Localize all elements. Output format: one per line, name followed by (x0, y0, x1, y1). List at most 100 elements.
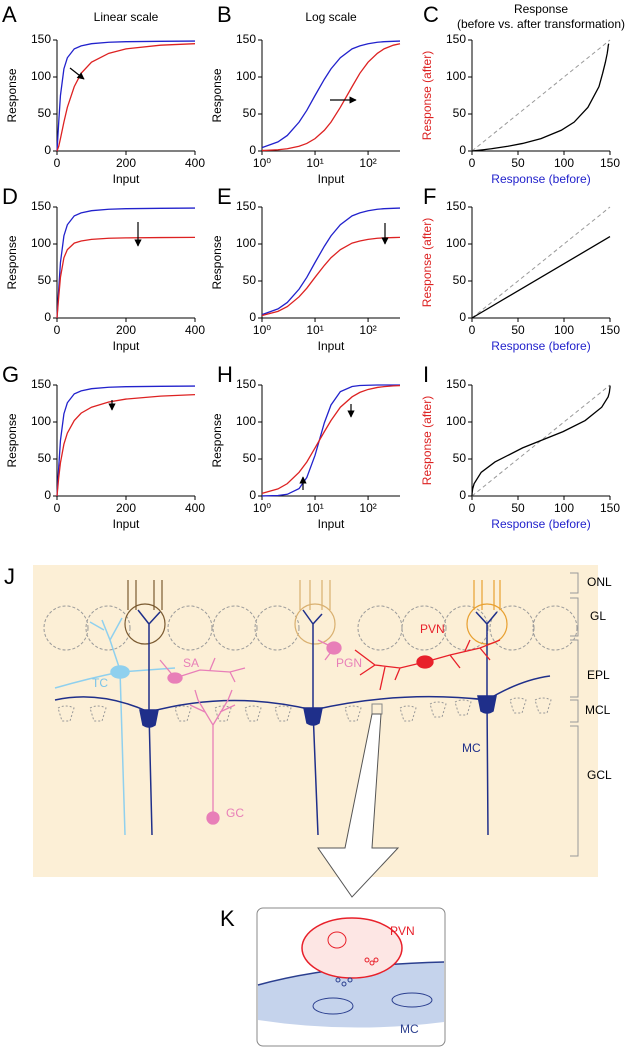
x-tick-label: 10² (359, 501, 376, 515)
x-axis-label: Response (before) (491, 172, 590, 186)
y-tick-label: 0 (459, 488, 466, 502)
y-tick-label: 50 (453, 451, 467, 465)
chart: G 0 200 400 0 50 100 150 Input Response (2, 362, 205, 531)
x-axis-label: Input (113, 517, 140, 531)
cell-label: GC (226, 806, 244, 820)
y-tick-label: 150 (446, 377, 466, 391)
series-line (471, 206, 611, 319)
y-tick-label: 50 (453, 273, 467, 287)
x-tick-label: 10¹ (306, 501, 323, 515)
y-tick-label: 0 (459, 310, 466, 324)
chart: D 0 200 400 0 50 100 150 Input Response (2, 184, 205, 353)
series-line (261, 43, 401, 152)
y-tick-label: 100 (31, 414, 51, 428)
y-tick-label: 0 (249, 310, 256, 324)
cell-label: SA (183, 656, 199, 670)
series-line (471, 385, 611, 497)
y-tick-label: 50 (243, 106, 257, 120)
y-tick-label: 100 (446, 414, 466, 428)
y-axis-label: Response (5, 68, 19, 122)
y-tick-label: 100 (236, 69, 256, 83)
x-tick-label: 100 (554, 156, 574, 170)
x-axis-label: Input (113, 172, 140, 186)
cell-label: PGN (336, 656, 362, 670)
x-tick-label: 400 (185, 323, 205, 337)
series-line (471, 43, 610, 152)
x-tick-label: 10² (359, 156, 376, 170)
series-line (261, 40, 401, 149)
y-axis-label: Response (5, 413, 19, 467)
glomeruli (43, 605, 578, 651)
y-tick-label: 150 (446, 32, 466, 46)
charts: A Linear scale 0 200 400 0 50 100 150 Input Respon… (2, 2, 625, 531)
panel-letter: G (2, 362, 19, 387)
y-tick-label: 100 (31, 69, 51, 83)
panel-letter: C (423, 2, 439, 27)
x-axis-label: Input (318, 517, 345, 531)
y-axis-label: Response (after) (420, 218, 434, 307)
y-tick-label: 100 (236, 236, 256, 250)
chart-title: Log scale (305, 10, 357, 24)
x-tick-label: 150 (600, 156, 620, 170)
series-line (261, 236, 401, 317)
y-tick-label: 50 (38, 106, 52, 120)
diagram-k: K PVN MC (220, 906, 446, 1047)
layer-label: GL (590, 609, 606, 623)
layer-label: ONL (587, 575, 612, 589)
vesicles (335, 977, 353, 987)
x-tick-label: 50 (511, 501, 525, 515)
label: PVN (390, 924, 415, 938)
x-tick-label: 10¹ (306, 156, 323, 170)
x-tick-label: 100 (554, 501, 574, 515)
panel-letter: D (2, 184, 18, 209)
series-line (56, 40, 196, 152)
panel-letter: A (2, 2, 17, 27)
x-axis-label: Response (before) (491, 339, 590, 353)
x-axis-label: Input (113, 339, 140, 353)
x-tick-label: 0 (54, 323, 61, 337)
y-axis-label: Response (5, 235, 19, 289)
pvn-cell (354, 639, 501, 691)
mitochondrion (391, 992, 433, 1008)
x-tick-label: 200 (116, 156, 136, 170)
cell-label: TC (92, 676, 108, 690)
layer-label: MCL (585, 703, 611, 717)
chart: C Response(before vs. after transformatio… (420, 2, 625, 186)
x-tick-label: 50 (511, 323, 525, 337)
cell-label: PVN (420, 622, 445, 636)
y-tick-label: 50 (38, 273, 52, 287)
y-axis-label: Response (210, 68, 224, 122)
y-tick-label: 0 (44, 488, 51, 502)
series-line (471, 384, 611, 497)
y-tick-label: 150 (31, 199, 51, 213)
series-line (56, 385, 196, 497)
series-line (471, 236, 611, 319)
y-tick-label: 150 (236, 377, 256, 391)
mitral-cells (54, 609, 551, 836)
x-tick-label: 0 (469, 323, 476, 337)
layer-label: GCL (587, 768, 612, 782)
panel-letter: E (217, 184, 232, 209)
mitochondrion (327, 931, 347, 949)
x-tick-label: 150 (600, 323, 620, 337)
x-tick-label: 400 (185, 501, 205, 515)
vesicles (364, 957, 379, 966)
panel-letter: J (4, 564, 15, 589)
y-tick-label: 150 (236, 32, 256, 46)
chart: B Log scale 10⁰ 10¹ 10² 0 50 100 150 Input Respons… (210, 2, 401, 186)
x-tick-label: 200 (116, 501, 136, 515)
chart: E 10⁰ 10¹ 10² 0 50 100 150 Input Response (210, 184, 401, 353)
series-line (56, 236, 196, 319)
y-tick-label: 150 (446, 199, 466, 213)
x-axis-label: Input (318, 172, 345, 186)
panel-letter: B (217, 2, 232, 27)
series-line (471, 39, 611, 152)
chart-title: Response (514, 2, 568, 16)
x-tick-label: 10⁰ (253, 323, 271, 337)
chart: I 0 50 100 150 0 50 100 150 Response (before) Resp… (420, 362, 620, 531)
panel-letter: K (220, 906, 235, 931)
x-tick-label: 0 (54, 501, 61, 515)
y-axis-label: Response (after) (420, 51, 434, 140)
x-axis-label: Input (318, 339, 345, 353)
